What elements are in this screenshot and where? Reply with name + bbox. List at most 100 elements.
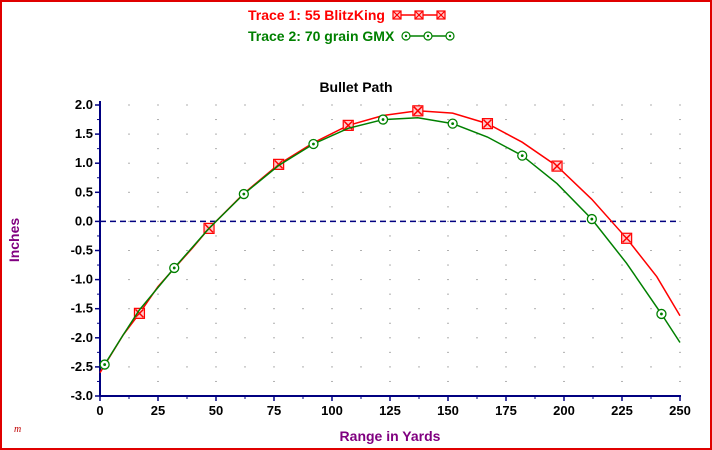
grid-dot [245,366,246,367]
grid-dot [245,308,246,309]
x-tick-label: 250 [669,403,691,418]
grid-dot [216,308,217,309]
grid-dot [187,221,188,222]
grid-dot [593,308,594,309]
series-line-2 [105,118,680,365]
grid-dot [477,337,478,338]
data-point-marker [622,233,632,243]
x-tick-label: 150 [437,403,459,418]
grid-dot [564,105,565,106]
grid-dot [651,134,652,135]
grid-dot [593,192,594,193]
grid-dot [274,134,275,135]
grid-dot [448,105,449,106]
grid-dot [535,279,536,280]
grid-dot [506,192,507,193]
grid-dot [419,163,420,164]
grid-dot [564,381,565,382]
grid-dot [680,206,681,207]
grid-dot [129,308,130,309]
grid-dot [187,192,188,193]
grid-dot [332,366,333,367]
grid-dot [535,192,536,193]
grid-dot [158,366,159,367]
grid-dot [419,308,420,309]
grid-dot [361,308,362,309]
grid-dot [535,250,536,251]
y-tick-label: -1.0 [71,272,93,287]
grid-dot [506,163,507,164]
grid-dot [506,323,507,324]
grid-dot [216,163,217,164]
grid-dot [332,294,333,295]
grid-dot [448,279,449,280]
data-point-marker [552,161,562,171]
grid-dot [129,192,130,193]
grid-dot [390,294,391,295]
grid-dot [593,105,594,106]
grid-dot [245,163,246,164]
x-tick-label: 0 [96,403,103,418]
grid-dot [332,206,333,207]
grid-dot [651,279,652,280]
grid-dot [216,119,217,120]
grid-dot [680,279,681,280]
grid-dot [448,250,449,251]
y-tick-label: -3.0 [71,388,93,403]
grid-dot [593,134,594,135]
grid-dot [216,148,217,149]
grid-dot [332,235,333,236]
grid-dot [303,134,304,135]
grid-dot [274,105,275,106]
grid-dot [390,265,391,266]
marker-dot [173,267,176,270]
grid-dot [187,337,188,338]
grid-dot [158,163,159,164]
grid-dot [593,337,594,338]
grid-dot [535,163,536,164]
grid-dot [593,250,594,251]
grid-dot [274,323,275,324]
grid-dot [216,134,217,135]
grid-dot [216,206,217,207]
y-tick-label: -2.0 [71,330,93,345]
grid-dot [651,308,652,309]
grid-dot [187,163,188,164]
grid-dot [274,177,275,178]
grid-dot [506,265,507,266]
grid-dot [448,206,449,207]
grid-dot [332,337,333,338]
grid-dot [274,308,275,309]
grid-dot [361,250,362,251]
grid-dot [564,337,565,338]
grid-dot [158,192,159,193]
grid-dot [361,337,362,338]
grid-dot [216,105,217,106]
grid-dot [535,105,536,106]
grid-dot [390,352,391,353]
grid-dot [216,352,217,353]
grid-dot [332,192,333,193]
grid-dot [622,105,623,106]
grid-dot [245,105,246,106]
grid-dot [564,163,565,164]
grid-dot [622,381,623,382]
grid-dot [564,294,565,295]
grid-dot [680,366,681,367]
grid-dot [506,119,507,120]
x-tick-label: 200 [553,403,575,418]
grid-dot [680,177,681,178]
grid-dot [651,366,652,367]
grid-dot [129,279,130,280]
y-tick-label: -0.5 [71,243,93,258]
grid-dot [129,221,130,222]
grid-dot [651,192,652,193]
grid-dot [680,265,681,266]
grid-dot [680,192,681,193]
grid-dot [158,279,159,280]
grid-dot [593,279,594,280]
grid [100,105,681,397]
grid-dot [390,134,391,135]
grid-dot [158,119,159,120]
grid-dot [564,148,565,149]
